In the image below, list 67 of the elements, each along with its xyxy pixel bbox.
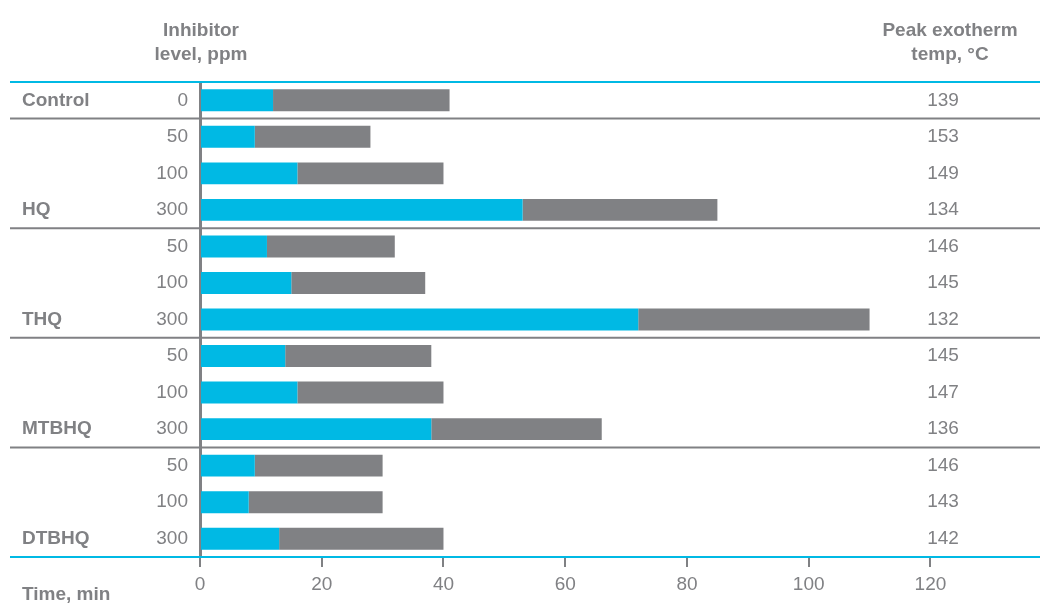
bar	[201, 125, 255, 148]
text: HQ	[22, 198, 51, 220]
bar	[266, 235, 395, 258]
x-tick-label: 100	[792, 572, 825, 594]
x-tick-label: 0	[194, 572, 206, 594]
bar	[431, 418, 602, 441]
annotation: 134	[927, 198, 960, 220]
x-axis-title: Time, min	[22, 583, 111, 605]
annotation: 146	[927, 234, 959, 256]
bar	[285, 345, 432, 367]
annotation: 149	[927, 161, 959, 183]
bar	[297, 381, 444, 404]
bar	[638, 308, 870, 331]
y-tick-label: 100	[156, 271, 188, 293]
bar	[254, 454, 383, 477]
text: DTBHQ	[22, 526, 90, 548]
y-tick-label: 50	[166, 453, 188, 475]
annotation: 145	[927, 271, 959, 293]
y-tick-label: 300	[156, 307, 188, 329]
bar	[201, 272, 292, 294]
text: MTBHQ	[22, 417, 92, 439]
annotation: 145	[927, 344, 959, 366]
annotation: 132	[927, 307, 959, 329]
annotation: 153	[927, 125, 959, 147]
y-tick-label: 300	[156, 198, 188, 220]
bar	[201, 89, 274, 112]
bar	[201, 235, 267, 258]
bar	[297, 162, 444, 185]
bar	[201, 198, 523, 221]
bar	[201, 381, 298, 404]
bar	[279, 527, 444, 550]
y-axis-title: Inhibitor level, ppm	[154, 19, 248, 64]
bar	[201, 418, 432, 441]
x-tick-label: 60	[554, 572, 576, 594]
x-tick-label: 120	[914, 572, 947, 594]
y-tick-label: 300	[156, 526, 188, 548]
bar	[201, 454, 255, 477]
annotation: 139	[927, 88, 959, 110]
y-tick-label: 50	[166, 125, 188, 147]
y2-axis-title: Peak exotherm temp, °C	[882, 19, 1018, 64]
x-tick-label: 80	[676, 572, 698, 594]
bar	[201, 527, 280, 550]
bar	[273, 89, 450, 112]
x-tick-label: 40	[432, 572, 455, 594]
y-tick-label: 0	[177, 88, 188, 110]
y-tick-label: 300	[156, 417, 188, 439]
x-tick-label: 20	[311, 572, 333, 594]
annotation: 136	[927, 417, 959, 439]
y-tick-label: 50	[166, 344, 188, 366]
annotation: 146	[927, 453, 959, 475]
bar	[254, 125, 371, 148]
bar	[291, 272, 426, 294]
annotation: 147	[927, 380, 959, 402]
annotation: 142	[927, 526, 959, 548]
y-tick-label: 100	[156, 161, 188, 183]
bar	[248, 491, 383, 514]
y-tick-label: 100	[156, 380, 188, 402]
bar	[201, 491, 249, 514]
y-tick-label: 50	[166, 234, 188, 256]
bar	[201, 345, 286, 367]
bar	[201, 308, 639, 331]
bar	[522, 198, 718, 221]
y-tick-label: 100	[156, 490, 188, 512]
text: Control	[22, 88, 90, 110]
annotation: 143	[927, 490, 959, 512]
text: THQ	[22, 307, 63, 329]
bar	[201, 162, 298, 185]
